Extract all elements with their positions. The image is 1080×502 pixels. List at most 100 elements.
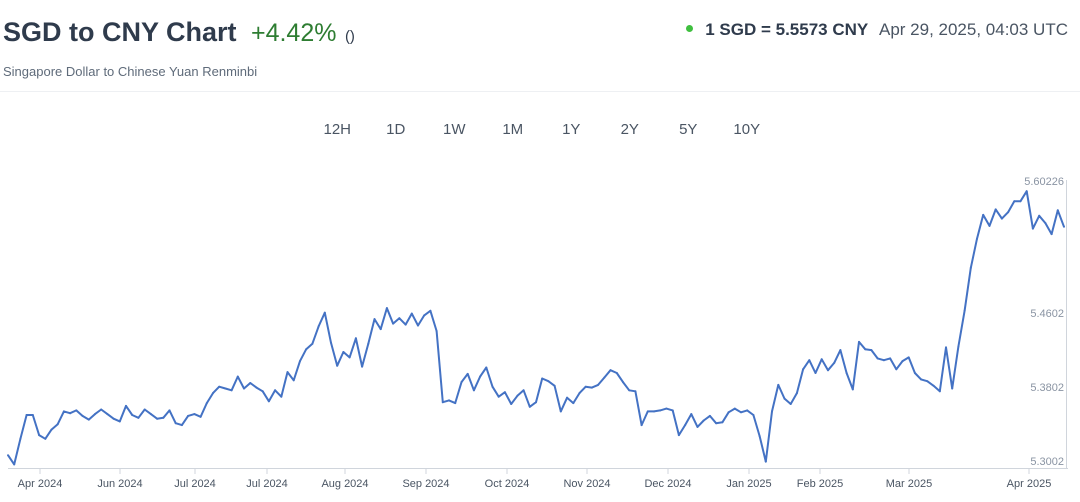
data-point xyxy=(795,392,798,395)
data-point xyxy=(752,414,755,416)
data-point xyxy=(466,372,469,375)
change-detail: () xyxy=(344,28,355,45)
range-button-5y[interactable]: 5Y xyxy=(679,121,698,138)
data-point xyxy=(827,369,829,372)
data-point xyxy=(311,342,314,345)
data-point xyxy=(274,389,277,392)
data-point xyxy=(889,357,892,360)
data-point xyxy=(715,422,718,425)
data-point xyxy=(168,409,171,412)
data-point xyxy=(578,392,581,395)
data-point xyxy=(789,403,792,405)
range-button-1y[interactable]: 1Y xyxy=(562,121,581,138)
time-range-selector: 12H 1D 1W 1M 1Y 2Y 5Y 10Y xyxy=(308,121,776,138)
data-point xyxy=(833,361,836,364)
data-point xyxy=(839,349,842,352)
data-point xyxy=(572,402,575,405)
data-point xyxy=(938,390,941,393)
data-point xyxy=(1019,200,1022,203)
data-point xyxy=(336,364,339,367)
rate-value: 1 SGD = 5.5573 CNY xyxy=(705,20,869,39)
data-point xyxy=(547,380,550,383)
data-point xyxy=(305,348,308,351)
data-point xyxy=(1050,233,1053,236)
data-point xyxy=(62,410,65,413)
range-button-10y[interactable]: 10Y xyxy=(733,121,761,138)
data-point xyxy=(932,384,935,387)
data-point xyxy=(895,368,898,371)
data-point xyxy=(75,409,78,412)
data-point xyxy=(510,403,513,405)
data-point xyxy=(243,387,245,390)
data-point xyxy=(876,357,879,360)
x-tick-label: Apr 2025 xyxy=(1007,478,1052,490)
data-point xyxy=(771,410,773,413)
x-tick-label: Aug 2024 xyxy=(321,478,368,490)
data-point xyxy=(696,425,699,428)
x-tick-label: Sep 2024 xyxy=(402,478,449,490)
data-point xyxy=(330,341,332,344)
data-point xyxy=(441,401,444,404)
data-point xyxy=(81,414,84,417)
data-point xyxy=(820,358,823,361)
data-point xyxy=(137,416,140,419)
data-point xyxy=(684,424,687,427)
range-button-2y[interactable]: 2Y xyxy=(620,121,639,138)
data-point xyxy=(1000,217,1003,220)
y-tick-label: 5.60226 xyxy=(1024,176,1064,188)
data-point xyxy=(323,311,326,314)
data-point xyxy=(392,322,395,325)
data-point xyxy=(864,348,867,351)
data-point xyxy=(112,417,115,420)
data-point xyxy=(553,384,556,387)
data-point xyxy=(131,414,134,416)
x-tick-label: Apr 2024 xyxy=(18,478,63,490)
x-tick-label: Oct 2024 xyxy=(485,478,530,490)
data-point xyxy=(1056,209,1059,212)
data-point xyxy=(156,417,159,420)
data-point xyxy=(50,428,53,431)
data-point xyxy=(106,413,109,416)
data-point xyxy=(448,399,450,402)
data-point xyxy=(31,414,34,416)
data-point xyxy=(1031,227,1034,230)
data-point xyxy=(976,237,978,240)
data-point xyxy=(951,387,954,390)
data-point xyxy=(988,224,991,227)
x-tick-label: Jan 2025 xyxy=(726,478,771,490)
data-point xyxy=(485,366,488,369)
x-tick-label: Jun 2024 xyxy=(97,478,142,490)
range-button-1w[interactable]: 1W xyxy=(443,121,466,138)
data-point xyxy=(634,390,637,393)
data-point xyxy=(1025,190,1028,193)
data-point xyxy=(584,385,587,388)
range-button-12h[interactable]: 12H xyxy=(323,121,352,138)
data-point xyxy=(622,381,624,384)
range-button-1d[interactable]: 1D xyxy=(386,121,406,138)
data-point xyxy=(1013,200,1016,203)
data-point xyxy=(435,330,438,332)
range-button-1m[interactable]: 1M xyxy=(502,121,524,138)
data-point xyxy=(118,420,121,423)
data-point xyxy=(205,402,208,405)
y-tick-label: 5.3002 xyxy=(1030,456,1064,468)
chart-header: SGD to CNY Chart +4.42% () Singapore Dol… xyxy=(0,0,1080,92)
y-tick-label: 5.4602 xyxy=(1030,308,1064,320)
data-point xyxy=(802,368,805,371)
data-point xyxy=(1038,214,1041,217)
data-point xyxy=(218,385,221,388)
data-point xyxy=(1044,222,1047,225)
data-point xyxy=(385,307,388,310)
data-point xyxy=(212,392,214,395)
data-point xyxy=(19,437,22,440)
data-point xyxy=(522,389,525,392)
data-point xyxy=(373,318,376,321)
data-point xyxy=(367,342,370,345)
data-point xyxy=(702,419,705,422)
data-point xyxy=(1007,211,1010,214)
data-point xyxy=(149,413,152,416)
data-point xyxy=(342,351,345,353)
data-point xyxy=(628,389,631,392)
rate-timestamp: Apr 29, 2025, 04:03 UTC xyxy=(878,20,1068,39)
